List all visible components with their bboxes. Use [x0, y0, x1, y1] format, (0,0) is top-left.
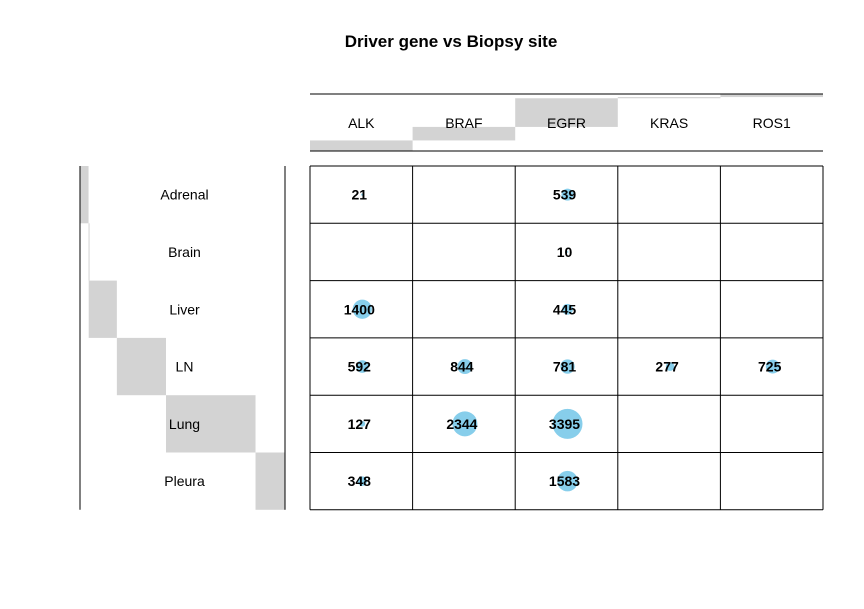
- row-label-liver: Liver: [169, 301, 200, 317]
- column-total-bar-ros1: [720, 94, 823, 98]
- bubble-brain-egfr: [566, 251, 569, 253]
- bubble-lung-alk: [359, 420, 366, 427]
- column-total-bar-egfr: [515, 98, 618, 127]
- row-label-lung: Lung: [169, 416, 200, 432]
- cell-value-adrenal-alk: 21: [352, 187, 368, 203]
- row-labels: Adrenal Brain Liver LN Lung Pleura: [160, 187, 208, 490]
- bubble-adrenal-egfr: [561, 188, 574, 201]
- table-grid: [79, 93, 824, 511]
- column-label-egfr: EGFR: [547, 115, 586, 131]
- cell-value-ln-ros1: 725: [758, 359, 782, 375]
- column-total-bar-kras: [617, 97, 721, 99]
- row-total-bar-liver: [88, 280, 117, 338]
- cell-value-pleura-alk: 348: [348, 473, 372, 489]
- cell-values: 21 539 10 1400 445 592 844 781 277 725 127 2344 3395…: [344, 187, 782, 490]
- row-label-adrenal: Adrenal: [160, 187, 208, 203]
- bubble-liver-egfr: [562, 303, 573, 315]
- cell-value-ln-alk: 592: [348, 359, 372, 375]
- row-total-bar-adrenal: [80, 166, 89, 224]
- bubble-ln-alk: [356, 360, 369, 373]
- row-total-bar-lung: [165, 395, 256, 453]
- column-labels: ALK BRAF EGFR KRAS ROS1: [348, 115, 791, 131]
- bubble-ln-ros1: [765, 359, 780, 374]
- row-label-pleura: Pleura: [164, 473, 205, 489]
- column-label-alk: ALK: [348, 115, 375, 131]
- bubble-pleura-alk: [357, 476, 368, 486]
- cell-value-ln-egfr: 781: [553, 359, 577, 375]
- row-total-bars: [80, 166, 285, 510]
- column-total-bar-braf: [412, 126, 516, 141]
- bubble-pleura-egfr: [557, 470, 578, 492]
- bubble-liver-alk: [352, 299, 372, 319]
- column-total-bar-alk: [310, 140, 413, 151]
- row-total-bar-ln: [116, 337, 166, 396]
- column-label-ros1: ROS1: [753, 115, 791, 131]
- cell-value-pleura-egfr: 1583: [549, 473, 580, 489]
- bubble-lung-braf: [452, 411, 478, 437]
- cell-value-lung-egfr: 3395: [549, 416, 580, 432]
- cell-value-brain-egfr: 10: [557, 244, 573, 260]
- column-total-bars: [310, 94, 823, 151]
- bubble-ln-braf: [457, 359, 473, 375]
- bubble-adrenal-alk: [361, 193, 364, 196]
- bubble-ln-egfr: [560, 359, 575, 374]
- cell-value-lung-alk: 127: [348, 416, 372, 432]
- cell-value-ln-kras: 277: [655, 359, 679, 375]
- cell-value-adrenal-egfr: 539: [553, 187, 577, 203]
- cell-value-lung-braf: 2344: [446, 416, 477, 432]
- bubble-ln-kras: [665, 362, 675, 371]
- row-label-ln: LN: [176, 359, 194, 375]
- bubble-lung-egfr: [552, 408, 583, 439]
- cell-value-ln-braf: 844: [450, 359, 474, 375]
- row-total-bar-pleura: [255, 452, 285, 510]
- row-total-bar-brain: [88, 223, 90, 281]
- chart-title: Driver gene vs Biopsy site: [345, 32, 558, 51]
- cell-value-liver-egfr: 445: [553, 301, 577, 317]
- column-label-braf: BRAF: [445, 115, 482, 131]
- row-label-brain: Brain: [168, 244, 201, 260]
- cell-bubbles: [352, 188, 780, 492]
- cell-value-liver-alk: 1400: [344, 301, 375, 317]
- column-label-kras: KRAS: [650, 115, 688, 131]
